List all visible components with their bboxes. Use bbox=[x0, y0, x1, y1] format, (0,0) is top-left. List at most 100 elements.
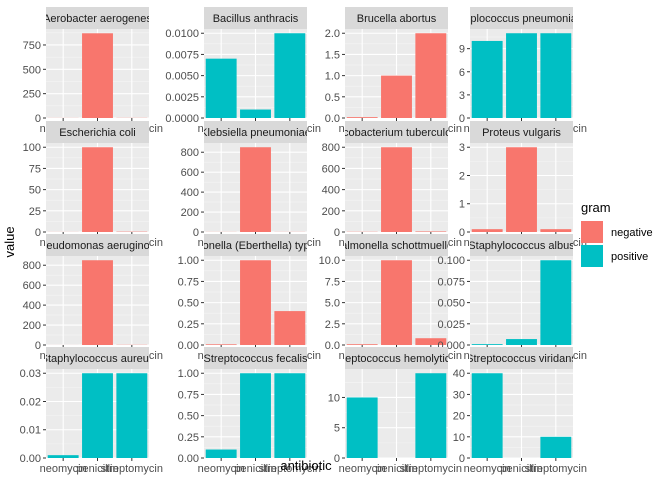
facet-strip bbox=[204, 121, 307, 143]
facet-title: Bacillus anthracis bbox=[213, 13, 299, 25]
facet-title: Pseudomonas aeruginosa bbox=[34, 240, 163, 252]
legend-key-negative bbox=[581, 221, 603, 243]
x-tick-label: streptomycin bbox=[400, 463, 462, 475]
y-tick-label: 0.0050 bbox=[165, 71, 199, 83]
y-tick-label: 200 bbox=[322, 206, 340, 218]
bar-streptomycin bbox=[415, 33, 447, 118]
facet-strip bbox=[204, 347, 307, 369]
facet-title: Klebsiella pneumoniae bbox=[200, 127, 311, 139]
y-tick-label: 400 bbox=[322, 185, 340, 197]
facet-strip bbox=[46, 7, 149, 29]
legend-title: gram bbox=[581, 200, 611, 215]
y-tick-label: 2.0 bbox=[325, 28, 340, 40]
y-tick-label: 0 bbox=[459, 113, 465, 125]
y-tick-label: 0 bbox=[193, 227, 199, 239]
y-tick-label: 0.75 bbox=[178, 276, 199, 288]
bar-penicillin bbox=[506, 33, 537, 118]
y-tick-label: 0.0 bbox=[325, 340, 340, 352]
y-tick-label: 2 bbox=[459, 170, 465, 182]
facet-panel: Pseudomonas aeruginosa0200400600800neomy… bbox=[23, 234, 163, 362]
y-tick-label: 75 bbox=[29, 163, 41, 175]
y-tick-label: 40 bbox=[453, 368, 465, 380]
y-tick-label: 200 bbox=[181, 207, 199, 219]
bar-penicillin bbox=[506, 339, 537, 345]
x-tick-label: penicillin bbox=[76, 463, 118, 475]
y-tick-label: 250 bbox=[23, 89, 41, 101]
bar-penicillin bbox=[240, 109, 271, 118]
facet-strip bbox=[345, 7, 448, 29]
facet-panel: Streptococcus viridans 0 10 20 30 40 neomycinp… bbox=[453, 347, 587, 475]
bar-neomycin bbox=[346, 117, 378, 118]
facet-title: Diplococcus pneumoniae bbox=[460, 13, 583, 25]
y-tick-label: 10 bbox=[328, 392, 340, 404]
y-tick-label: 0.100 bbox=[437, 255, 465, 267]
bar-neomycin bbox=[205, 344, 237, 345]
y-tick-label: 30 bbox=[453, 389, 465, 401]
y-tick-label: 0 bbox=[459, 227, 465, 239]
bar-streptomycin bbox=[540, 33, 572, 118]
facet-title: Salmonella (Eberthella) typhosa bbox=[178, 240, 335, 252]
bar-penicillin bbox=[82, 147, 113, 232]
facet-title: Streptococcus hemolyticus bbox=[331, 353, 462, 365]
bar-penicillin bbox=[240, 260, 271, 345]
facet-title: Streptococcus fecalis bbox=[204, 353, 308, 365]
facet-strip bbox=[204, 7, 307, 29]
facet-panel: Staphylococcus aureus 0.00 0.01 0.02 0.03 neo… bbox=[20, 347, 163, 475]
y-tick-label: 800 bbox=[322, 142, 340, 154]
y-tick-label: 750 bbox=[23, 40, 41, 52]
y-tick-label: 0.25 bbox=[178, 319, 199, 331]
y-tick-label: 0.00 bbox=[20, 453, 41, 465]
y-tick-label: 1.00 bbox=[178, 255, 199, 267]
y-tick-label: 400 bbox=[23, 300, 41, 312]
facet-panel: Staphylococcus albus0.0000.0250.0500.075… bbox=[437, 234, 587, 362]
bar-penicillin bbox=[506, 147, 537, 232]
y-tick-label: 5 bbox=[334, 423, 340, 435]
y-tick-label: 0.5 bbox=[325, 92, 340, 104]
y-tick-label: 0.00 bbox=[178, 340, 199, 352]
y-tick-label: 1 bbox=[459, 199, 465, 211]
x-tick-label: streptomycin bbox=[259, 463, 321, 475]
bar-penicillin bbox=[82, 260, 113, 345]
facet-panel: Streptococcus fecalis 0.00 0.25 0.50 0.75 1.0… bbox=[178, 347, 321, 475]
bar-neomycin bbox=[205, 58, 237, 118]
facet-panels: Aerobacter aerogenes0250500750neomycinpe… bbox=[20, 7, 587, 475]
y-tick-label: 20 bbox=[453, 411, 465, 423]
facet-strip bbox=[470, 234, 573, 256]
y-tick-label: 0.0100 bbox=[165, 28, 199, 40]
facet-title: Aerobacter aerogenes bbox=[43, 13, 152, 25]
y-tick-label: 1.5 bbox=[325, 49, 340, 61]
y-tick-label: 9 bbox=[459, 44, 465, 56]
y-tick-label: 0 bbox=[35, 227, 41, 239]
bar-penicillin bbox=[381, 75, 412, 118]
y-tick-label: 0.0 bbox=[325, 113, 340, 125]
facet-panel: Streptococcus hemolyticus 0 5 10 neomycinpen… bbox=[328, 347, 462, 475]
bar-penicillin bbox=[381, 147, 412, 232]
y-tick-label: 1.00 bbox=[178, 368, 199, 380]
y-tick-label: 200 bbox=[23, 320, 41, 332]
legend-key-positive bbox=[581, 245, 603, 267]
bar-neomycin bbox=[471, 40, 503, 118]
y-tick-label: 0 bbox=[334, 453, 340, 465]
y-tick-label: 600 bbox=[322, 163, 340, 175]
x-tick-label: penicillin bbox=[234, 463, 276, 475]
y-tick-label: 25 bbox=[29, 206, 41, 218]
y-tick-label: 100 bbox=[23, 142, 41, 154]
bar-penicillin bbox=[381, 260, 412, 345]
facet-title: Salmonella schottmuelleri bbox=[334, 240, 459, 252]
facet-panel: Bacillus anthracis 0.0000 0.0025 0.0050 0.00… bbox=[165, 7, 321, 135]
facet-strip bbox=[345, 347, 448, 369]
y-tick-label: 400 bbox=[181, 187, 199, 199]
facet-strip bbox=[46, 234, 149, 256]
y-tick-label: 0.0000 bbox=[165, 113, 199, 125]
y-tick-label: 0.01 bbox=[20, 425, 41, 437]
bar-penicillin bbox=[240, 373, 271, 458]
facet-strip bbox=[470, 7, 573, 29]
x-tick-label: neomycin bbox=[198, 463, 245, 475]
facet-strip bbox=[470, 121, 573, 143]
y-tick-label: 0.025 bbox=[437, 319, 465, 331]
bar-streptomycin bbox=[274, 311, 306, 345]
y-tick-label: 10.0 bbox=[319, 255, 340, 267]
facet-panel: Proteus vulgaris0123neomycinpenicillinst… bbox=[459, 121, 587, 249]
y-tick-label: 10 bbox=[453, 432, 465, 444]
y-tick-label: 500 bbox=[23, 64, 41, 76]
